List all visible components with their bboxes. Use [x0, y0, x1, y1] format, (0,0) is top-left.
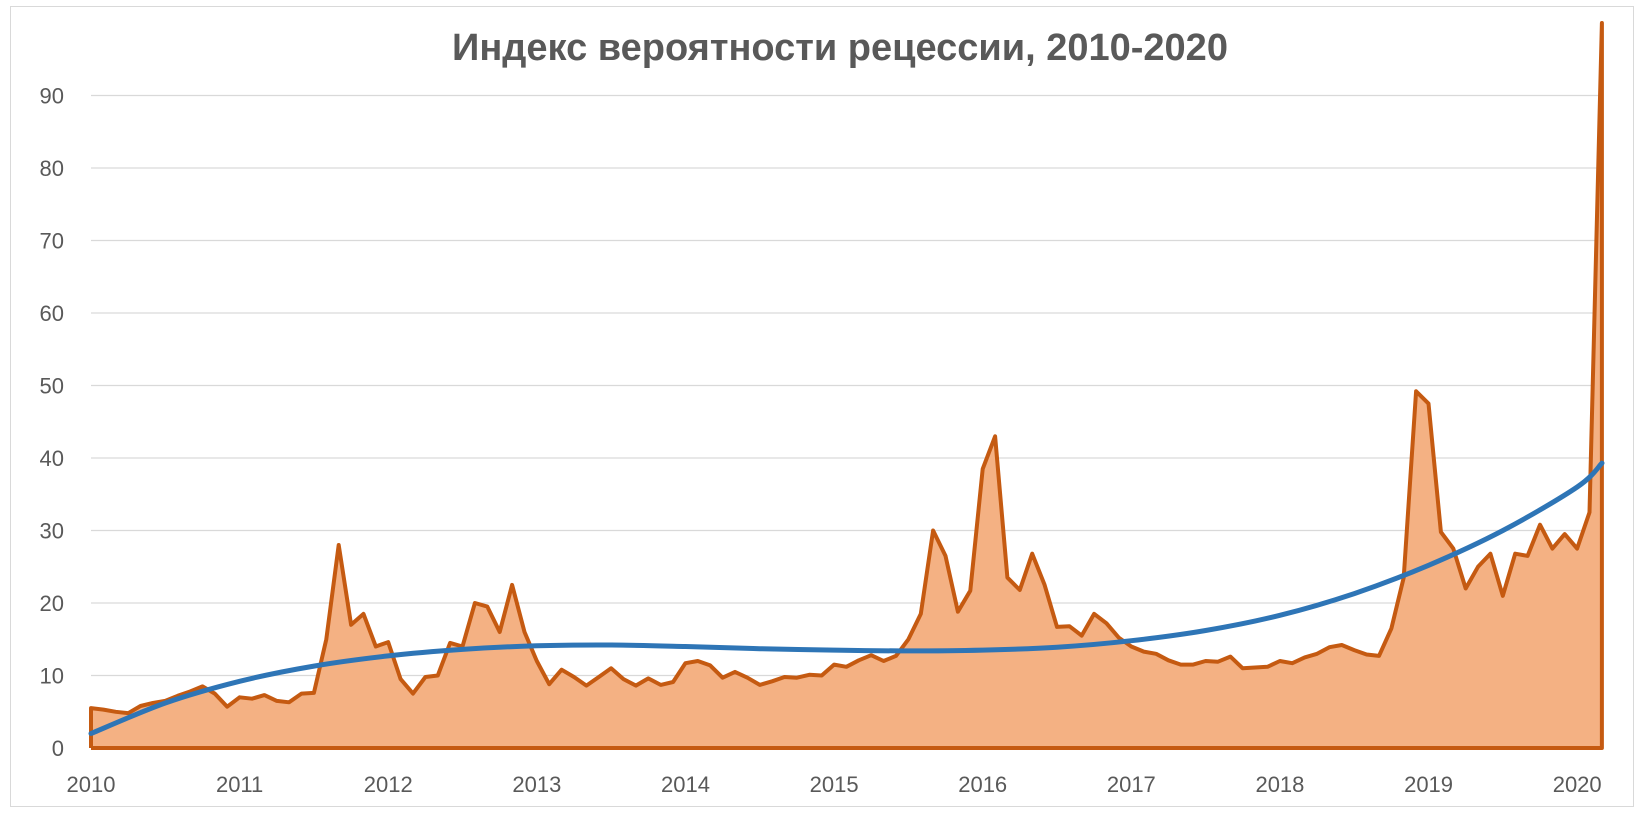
x-tick-label-2013: 2013	[512, 772, 561, 797]
trend-line	[88, 460, 1605, 736]
y-tick-label-10: 10	[40, 664, 64, 689]
y-tick-label-40: 40	[40, 446, 64, 471]
x-tick-label-2017: 2017	[1107, 772, 1156, 797]
x-tick-label-2019: 2019	[1404, 772, 1453, 797]
area-line	[89, 21, 1604, 750]
y-tick-label-70: 70	[40, 229, 64, 254]
y-tick-label-20: 20	[40, 591, 64, 616]
x-tick-label-2015: 2015	[810, 772, 859, 797]
y-axis-ticks: 0 10 20 30 40 50 60 70 80 90	[40, 84, 64, 762]
trend-series	[88, 460, 1605, 736]
y-tick-label-80: 80	[40, 156, 64, 181]
x-tick-label-2020: 2020	[1553, 772, 1602, 797]
y-tick-label-30: 30	[40, 519, 64, 544]
chart-title: Индекс вероятности рецессии, 2010-2020	[452, 27, 1228, 69]
y-tick-label-0: 0	[52, 736, 64, 761]
y-tick-label-50: 50	[40, 374, 64, 399]
area-series	[89, 21, 1604, 750]
x-tick-label-2016: 2016	[958, 772, 1007, 797]
area-fill	[91, 23, 1602, 748]
x-tick-label-2014: 2014	[661, 772, 710, 797]
y-tick-label-90: 90	[40, 84, 64, 109]
y-tick-label-60: 60	[40, 301, 64, 326]
x-tick-label-2011: 2011	[216, 772, 263, 797]
x-tick-label-2012: 2012	[364, 772, 413, 797]
x-tick-label-2018: 2018	[1255, 772, 1304, 797]
x-axis-ticks: 2010 2011 2012 2013 2014 2015 2016 2017 2018 2019…	[67, 772, 1602, 797]
x-tick-label-2010: 2010	[67, 772, 116, 797]
